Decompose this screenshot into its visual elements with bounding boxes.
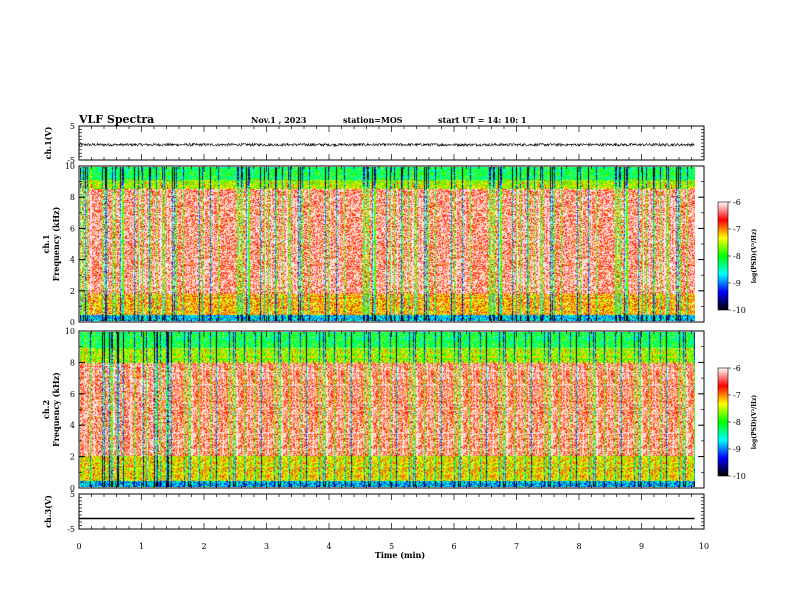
x-tick-label: 6: [451, 542, 456, 551]
x-tick-label: 1: [139, 542, 144, 551]
colorbar-tick-label: -9: [733, 279, 741, 288]
y-tick-label: 8: [70, 358, 75, 367]
y-tick-label: 5: [70, 122, 75, 131]
ch3-waveform-panel: 5 -5 ch.3(V): [43, 490, 705, 534]
colorbar-tick-label: -10: [733, 306, 746, 315]
y-tick-label: 10: [65, 162, 75, 171]
y-tick-label: 2: [70, 287, 75, 296]
spectrogram-canvas: [80, 332, 695, 487]
y-axis-label: ch.2Frequency (kHz): [41, 372, 61, 447]
panel-frame: [78, 125, 705, 161]
x-axis-label: Time (min): [375, 550, 425, 560]
ch1-waveform-line: [78, 142, 695, 148]
y-axis-label: ch.3(V): [43, 495, 53, 528]
figure-title: VLF Spectra: [78, 113, 154, 126]
ch1-spectrogram-panel: 0 2 4 6 8 10 ch.1Frequency (kHz): [41, 162, 705, 327]
spectrogram-canvas: [80, 167, 695, 321]
colorbar-tick-label: -7: [733, 391, 741, 400]
time-axis: 0 1 2 3 4 5 6 7 8 9 10: [76, 542, 709, 551]
x-tick-label: 8: [576, 542, 581, 551]
ch2-colorbar: -6 -7 -8 -9 -10 log(PSD)(V²/Hz): [717, 364, 758, 481]
colorbar-tick-label: -6: [733, 198, 741, 207]
colorbar-tick-label: -10: [733, 472, 746, 481]
panel-frame: [78, 330, 705, 489]
x-tick-label: 7: [514, 542, 519, 551]
y-tick-label: 5: [70, 490, 75, 499]
colorbar-tick-label: -8: [733, 252, 741, 261]
colorbar-label: log(PSD)(V²/Hz): [751, 395, 758, 450]
colorbar-tick-label: -7: [733, 225, 741, 234]
colorbar-tick-label: -9: [733, 445, 741, 454]
y-tick-label: 2: [70, 453, 75, 462]
header-station: station=MOS: [343, 115, 403, 125]
spectrogram-image: [80, 167, 695, 321]
colorbar-scale: [717, 367, 729, 477]
y-tick-label: 10: [65, 327, 75, 336]
panel-frame: [78, 493, 705, 530]
y-tick-label: -5: [67, 525, 75, 534]
x-tick-label: 9: [639, 542, 644, 551]
x-tick-label: 5: [389, 542, 394, 551]
colorbar-label: log(PSD)(V²/Hz): [751, 229, 758, 284]
header-date: Nov.1 , 2023: [251, 115, 307, 125]
panel-frame: [78, 165, 705, 323]
x-tick-label: 10: [699, 542, 709, 551]
colorbar-tick-label: -8: [733, 418, 741, 427]
x-tick-label: 2: [201, 542, 206, 551]
x-tick-label: 3: [264, 542, 269, 551]
colorbar-scale: [717, 201, 729, 311]
x-tick-label: 0: [76, 542, 81, 551]
y-tick-label: 6: [70, 224, 75, 233]
ch2-spectrogram-panel: 0 2 4 6 8 10 ch.2Frequency (kHz): [41, 327, 705, 493]
y-tick-label: 0: [70, 318, 75, 327]
x-tick-label: 4: [326, 542, 331, 551]
y-axis-label: ch.1Frequency (kHz): [41, 206, 61, 281]
ch1-waveform-panel: 5 -5 ch.1(V): [43, 122, 705, 165]
y-tick-label: -5: [67, 156, 75, 165]
y-tick-label: 0: [70, 484, 75, 493]
y-tick-label: 8: [70, 193, 75, 202]
ch1-colorbar: -6 -7 -8 -9 -10 log(PSD)(V²/Hz): [717, 198, 758, 315]
y-axis-label: ch.1(V): [43, 126, 53, 159]
header-start-time: start UT = 14: 10: 1: [438, 115, 527, 125]
colorbar-tick-label: -6: [733, 364, 741, 373]
y-tick-label: 6: [70, 390, 75, 399]
y-tick-label: 4: [70, 256, 75, 265]
spectrogram-image: [80, 332, 695, 487]
y-tick-label: 4: [70, 421, 75, 430]
